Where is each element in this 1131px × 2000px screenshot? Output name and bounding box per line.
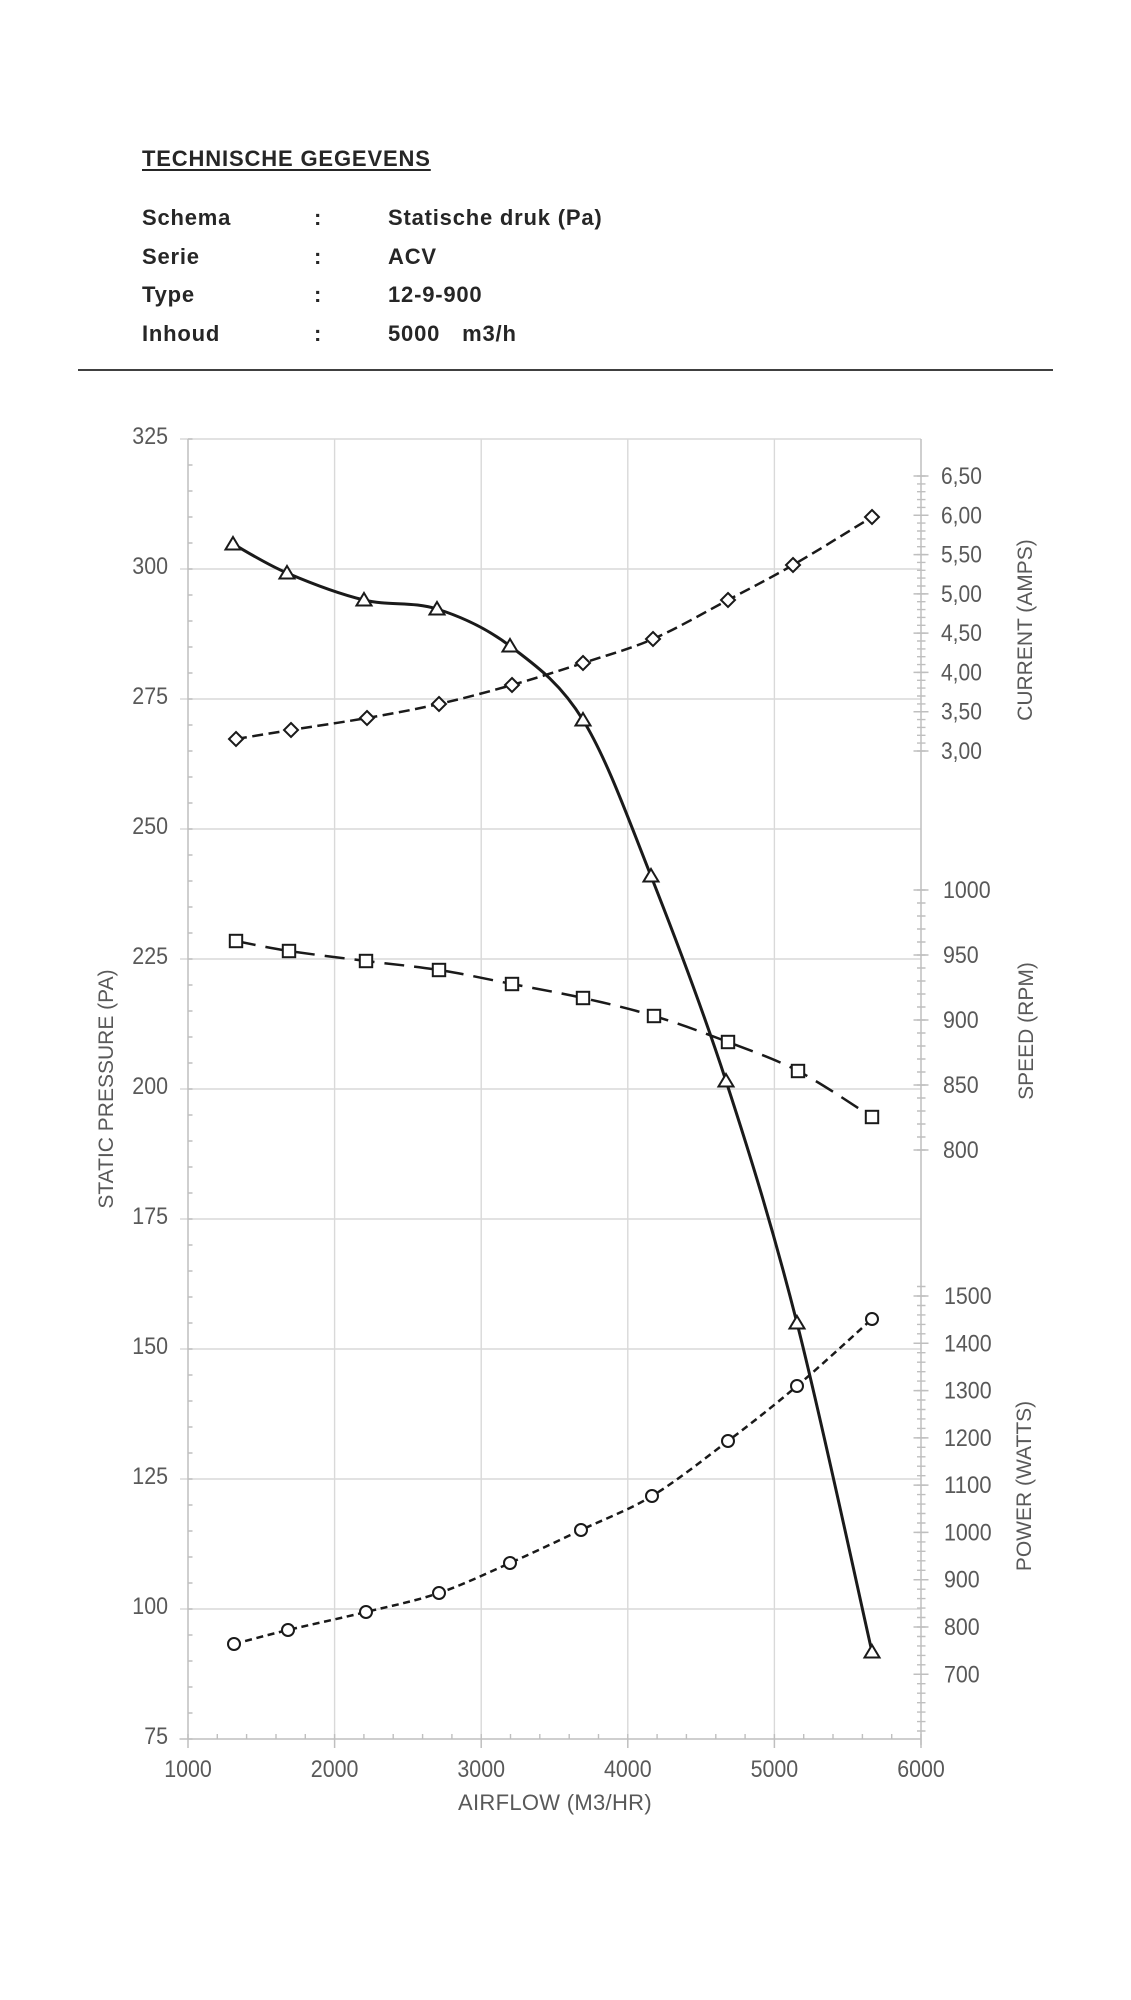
svg-text:6000: 6000 bbox=[897, 1756, 945, 1783]
svg-text:4,00: 4,00 bbox=[941, 659, 982, 686]
svg-text:STATIC PRESSURE (PA): STATIC PRESSURE (PA) bbox=[95, 969, 118, 1208]
svg-text:6,00: 6,00 bbox=[941, 502, 982, 529]
svg-text:100: 100 bbox=[132, 1593, 168, 1620]
svg-text:1500: 1500 bbox=[944, 1283, 992, 1310]
svg-text:5,50: 5,50 bbox=[941, 542, 982, 569]
svg-text:300: 300 bbox=[132, 553, 168, 580]
svg-text:225: 225 bbox=[132, 943, 168, 970]
svg-text:200: 200 bbox=[132, 1073, 168, 1100]
svg-text:1400: 1400 bbox=[944, 1330, 992, 1357]
svg-text:150: 150 bbox=[132, 1333, 168, 1360]
svg-text:800: 800 bbox=[944, 1614, 980, 1641]
svg-text:75: 75 bbox=[144, 1723, 168, 1750]
svg-text:1000: 1000 bbox=[943, 877, 991, 904]
svg-text:5,00: 5,00 bbox=[941, 581, 982, 608]
svg-text:POWER (WATTS): POWER (WATTS) bbox=[1013, 1401, 1036, 1571]
svg-text:5000: 5000 bbox=[751, 1756, 799, 1783]
svg-text:125: 125 bbox=[132, 1463, 168, 1490]
svg-text:3000: 3000 bbox=[457, 1756, 505, 1783]
svg-text:275: 275 bbox=[132, 683, 168, 710]
svg-text:CURRENT (AMPS): CURRENT (AMPS) bbox=[1014, 539, 1037, 721]
svg-text:1100: 1100 bbox=[944, 1472, 992, 1499]
svg-text:AIRFLOW (M3/HR): AIRFLOW (M3/HR) bbox=[458, 1790, 652, 1815]
svg-text:900: 900 bbox=[943, 1007, 979, 1034]
svg-text:4000: 4000 bbox=[604, 1756, 652, 1783]
svg-text:3,50: 3,50 bbox=[941, 699, 982, 726]
svg-text:1000: 1000 bbox=[164, 1756, 212, 1783]
svg-text:800: 800 bbox=[943, 1137, 979, 1164]
svg-text:700: 700 bbox=[944, 1661, 980, 1688]
svg-text:1200: 1200 bbox=[944, 1425, 992, 1452]
svg-text:250: 250 bbox=[132, 813, 168, 840]
svg-text:SPEED (RPM): SPEED (RPM) bbox=[1015, 962, 1038, 1100]
svg-text:850: 850 bbox=[943, 1072, 979, 1099]
svg-text:1000: 1000 bbox=[944, 1519, 992, 1546]
svg-text:950: 950 bbox=[943, 942, 979, 969]
svg-text:6,50: 6,50 bbox=[941, 463, 982, 490]
svg-text:3,00: 3,00 bbox=[941, 738, 982, 765]
svg-text:4,50: 4,50 bbox=[941, 620, 982, 647]
svg-text:1300: 1300 bbox=[944, 1378, 992, 1405]
svg-text:325: 325 bbox=[132, 423, 168, 450]
svg-text:900: 900 bbox=[944, 1567, 980, 1594]
svg-text:175: 175 bbox=[132, 1203, 168, 1230]
svg-text:2000: 2000 bbox=[311, 1756, 359, 1783]
